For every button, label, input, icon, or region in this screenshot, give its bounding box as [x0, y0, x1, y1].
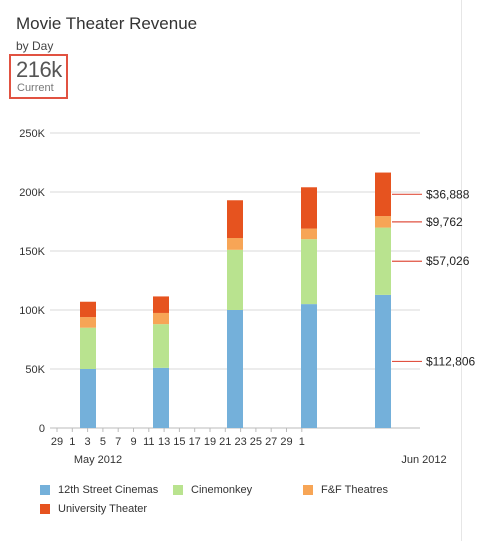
bar-segment: [153, 296, 169, 313]
annotation-label: $9,762: [426, 215, 463, 229]
bar-segment: [301, 228, 317, 240]
bar-segment: [375, 172, 391, 217]
y-tick-label: 50K: [25, 364, 45, 376]
x-tick-label: 25: [250, 436, 262, 448]
x-tick-label: 1: [69, 436, 75, 448]
x-tick-label: 23: [234, 436, 246, 448]
annotation-label: $112,806: [426, 354, 475, 368]
legend-item: 12th Street Cinemas: [40, 484, 158, 496]
x-tick-label: 5: [100, 436, 106, 448]
legend-item: University Theater: [40, 503, 147, 515]
kpi-label: Current: [17, 82, 54, 94]
chart-subtitle: by Day: [16, 39, 54, 53]
bar-segment: [227, 200, 243, 239]
x-tick-label: 13: [158, 436, 170, 448]
bar-segment: [80, 369, 96, 428]
bar-segment: [80, 317, 96, 328]
x-tick-label: 29: [51, 436, 63, 448]
legend-swatch: [40, 485, 50, 495]
legend-label: F&F Theatres: [321, 484, 389, 496]
x-tick-label: 11: [143, 436, 154, 448]
y-tick-label: 250K: [19, 128, 45, 140]
annotation-label: $36,888: [426, 187, 470, 201]
x-tick-label: 27: [265, 436, 277, 448]
annotation-label: $57,026: [426, 254, 470, 268]
legend-swatch: [40, 504, 50, 514]
y-tick-label: 0: [39, 423, 45, 435]
y-tick-label: 150K: [19, 246, 45, 258]
bar-segment: [375, 227, 391, 295]
x-tick-label: 17: [189, 436, 201, 448]
legend-item: F&F Theatres: [303, 484, 388, 496]
x-month-label: Jun 2012: [401, 454, 446, 466]
bar-segment: [301, 187, 317, 229]
legend-swatch: [173, 485, 183, 495]
chart-title: Movie Theater Revenue: [16, 14, 198, 33]
kpi-value: 216k: [16, 57, 62, 82]
bar-segment: [301, 304, 317, 428]
bar-segment: [153, 324, 169, 368]
bar-segment: [80, 327, 96, 369]
bar-segment: [227, 310, 243, 428]
bar-segment: [375, 294, 391, 428]
bar-segment: [301, 239, 317, 305]
bar-segment: [153, 312, 169, 325]
x-tick-label: 9: [130, 436, 136, 448]
legend-label: Cinemonkey: [191, 484, 253, 496]
x-tick-label: 19: [204, 436, 216, 448]
bar-segment: [153, 367, 169, 428]
legend-swatch: [303, 485, 313, 495]
x-tick-label: 7: [115, 436, 121, 448]
y-tick-label: 100K: [19, 305, 45, 317]
x-month-label: May 2012: [74, 454, 122, 466]
legend-label: 12th Street Cinemas: [58, 484, 159, 496]
x-tick-label: 29: [280, 436, 292, 448]
bar-segment: [227, 238, 243, 250]
bar-segment: [227, 249, 243, 310]
x-tick-label: 3: [85, 436, 91, 448]
legend-item: Cinemonkey: [173, 484, 252, 496]
kpi-highlight-box: [9, 54, 68, 99]
x-tick-label: 1: [299, 436, 305, 448]
bar-segment: [375, 216, 391, 228]
legend-label: University Theater: [58, 503, 148, 515]
y-tick-label: 200K: [19, 187, 45, 199]
chart-card: Movie Theater Revenue by Day 216k Curren…: [9, 0, 476, 541]
x-tick-label: 15: [173, 436, 185, 448]
bar-segment: [80, 301, 96, 318]
x-tick-label: 21: [219, 436, 231, 448]
